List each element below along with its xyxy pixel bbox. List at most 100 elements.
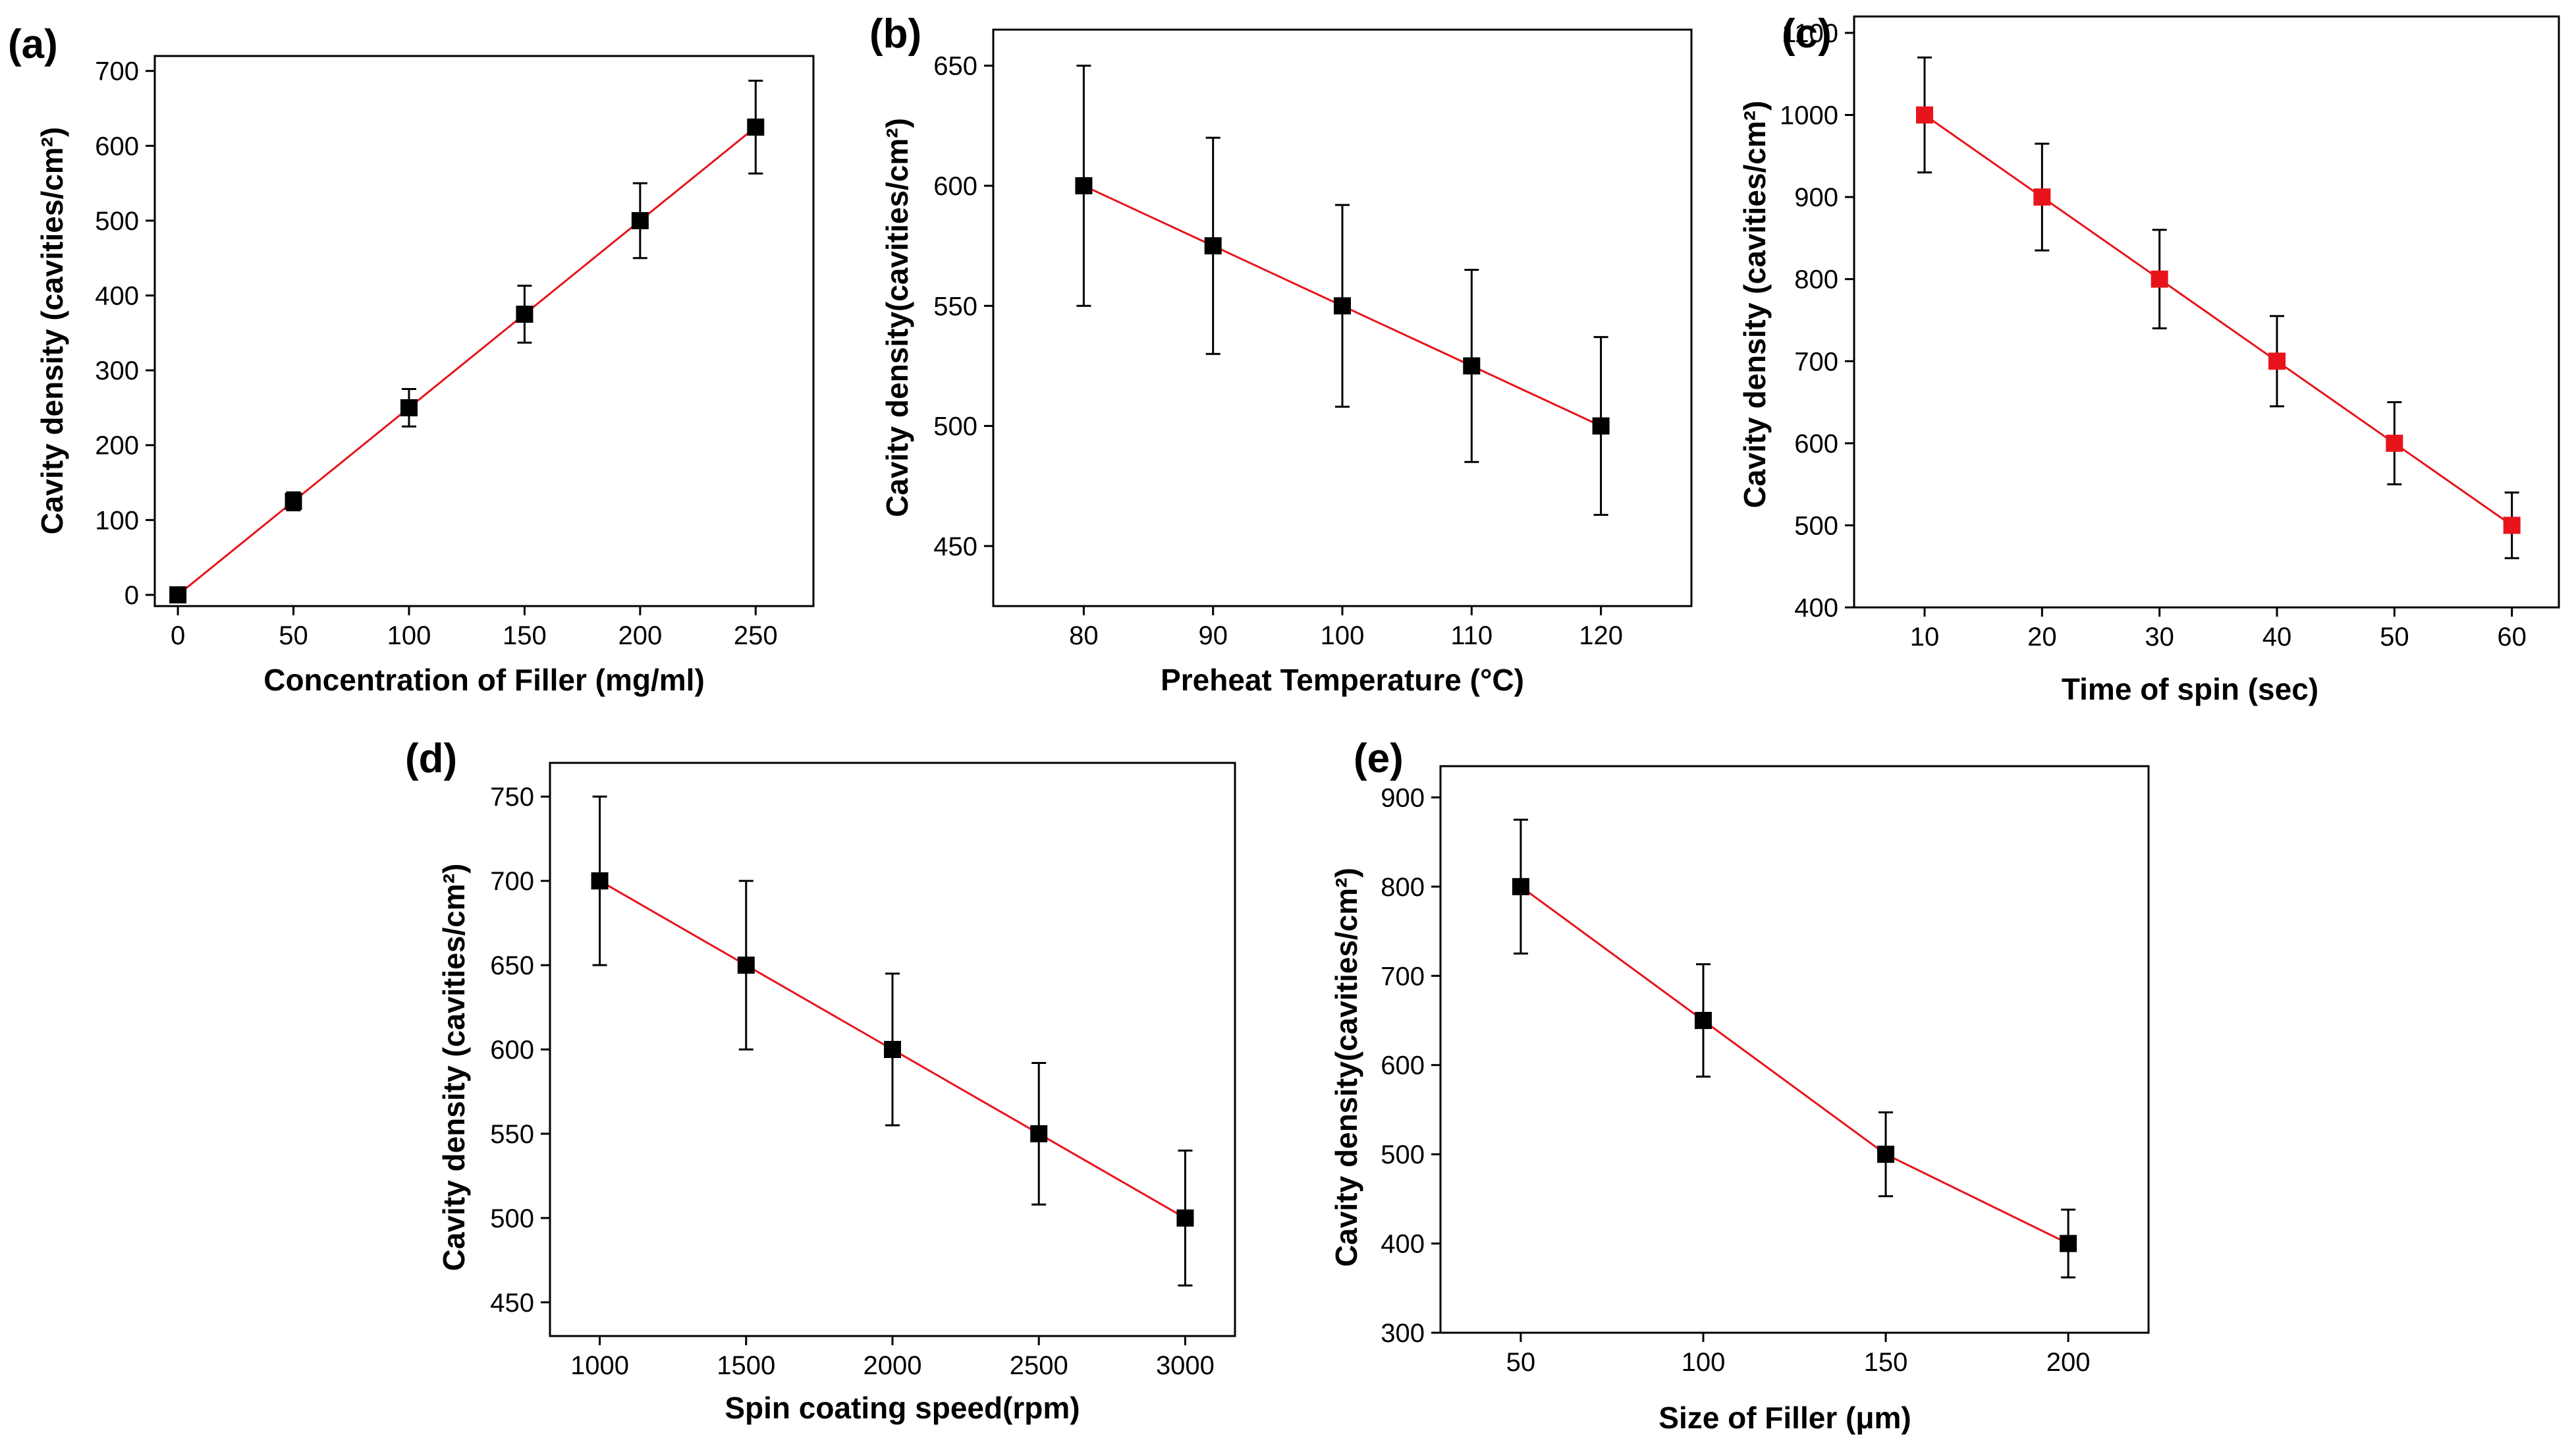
panel-c-ytick-label: 400 <box>1794 594 1838 623</box>
panel-d-xtick-label: 3000 <box>1156 1351 1215 1380</box>
panel-d-data-point <box>737 957 755 974</box>
panel-c-ytick-label: 800 <box>1794 265 1838 294</box>
panel-b-data-point <box>1075 177 1093 194</box>
panel-a-ytick-label: 100 <box>95 506 139 535</box>
panel-b-xlabel: Preheat Temperature (°C) <box>1161 663 1524 697</box>
panel-a-xlabel: Concentration of Filler (mg/ml) <box>263 663 705 697</box>
panel-c: (c) Time of spin (sec) Cavity density (c… <box>1738 11 2560 706</box>
panel-d-xtick-label: 1000 <box>570 1351 629 1380</box>
panel-d-data-point <box>1176 1209 1194 1227</box>
panel-e-xtick-label: 200 <box>2046 1348 2091 1377</box>
panel-e-xtick-label: 50 <box>1506 1348 1536 1377</box>
panel-c-series-line <box>1924 114 2513 526</box>
panel-e: (e) Size of Filler (μm) Cavity density(c… <box>1329 736 2150 1435</box>
panel-a-xtick-label: 50 <box>279 621 308 650</box>
panel-e-ytick-label: 700 <box>1381 962 1425 991</box>
panel-a-data-point <box>516 305 534 323</box>
panel-b: (b) Preheat Temperature (°C) Cavity dens… <box>869 11 1693 697</box>
panel-a-data-point <box>400 399 418 416</box>
panel-a-series <box>169 79 765 603</box>
panel-a-label: (a) <box>8 22 58 67</box>
panel-a-ylabel: Cavity density (cavities/cm²) <box>35 127 69 535</box>
panel-b-data-point <box>1463 357 1481 375</box>
panel-b-xtick-label: 120 <box>1579 621 1623 650</box>
panel-a-ytick-label: 600 <box>95 132 139 161</box>
panel-b-ytick-label: 450 <box>933 532 977 561</box>
panel-e-plot-frame <box>1439 765 2150 1334</box>
panel-c-label: (c) <box>1782 11 1832 57</box>
panel-c-xtick-label: 30 <box>2145 623 2174 652</box>
panel-e-ytick-label: 500 <box>1381 1140 1425 1169</box>
panel-e-xtick-label: 150 <box>1864 1348 1908 1377</box>
panel-c-xtick-label: 40 <box>2262 623 2292 652</box>
panel-d: (d) Spin coating speed(rpm) Cavity densi… <box>405 736 1236 1425</box>
panel-a-ytick-label: 300 <box>95 356 139 385</box>
panel-c-data-point <box>2503 516 2521 534</box>
panel-a-data-point <box>169 586 187 603</box>
panel-a-ytick-label: 200 <box>95 432 139 460</box>
panel-c-data-point <box>2033 188 2051 206</box>
panel-b-ytick-label: 500 <box>933 412 977 441</box>
panel-a-xtick-label: 200 <box>618 621 662 650</box>
panel-a-xtick-label: 100 <box>387 621 431 650</box>
panel-d-ytick-label: 600 <box>490 1036 534 1065</box>
panel-a-ytick-label: 700 <box>95 57 139 86</box>
panel-e-ylabel: Cavity density(cavities/cm²) <box>1329 868 1363 1267</box>
panel-d-ytick-label: 450 <box>490 1289 534 1318</box>
panel-a-ytick-label: 500 <box>95 207 139 236</box>
panel-d-ytick-label: 550 <box>490 1120 534 1149</box>
panel-a-ticks: 0 50 100 150 200 250 0 100 200 300 400 500 600 700 <box>95 57 777 650</box>
panel-d-ylabel: Cavity density (cavities/cm²) <box>437 864 471 1271</box>
panel-c-xlabel: Time of spin (sec) <box>2062 672 2318 706</box>
panel-c-ytick-label: 1000 <box>1780 101 1838 130</box>
panel-c-xtick-label: 60 <box>2497 623 2527 652</box>
panel-b-ylabel: Cavity density(cavities/cm²) <box>880 118 914 517</box>
panel-b-data-point <box>1592 417 1610 435</box>
panel-a-data-point <box>631 211 649 229</box>
panel-b-series <box>1075 65 1610 516</box>
panel-d-ticks: 1000 1500 2000 2500 3000 450 500 550 600 650 700 75… <box>490 783 1215 1380</box>
panel-b-ytick-label: 600 <box>933 172 977 201</box>
panel-c-xtick-label: 10 <box>1910 623 1940 652</box>
panel-c-data-point <box>2268 352 2286 370</box>
panel-c-ytick-label: 600 <box>1794 430 1838 459</box>
panel-e-data-point <box>1512 878 1529 895</box>
panel-a-plot-frame <box>153 55 815 607</box>
panel-c-ylabel: Cavity density (cavities/cm²) <box>1738 101 1772 509</box>
panel-b-xtick-label: 100 <box>1321 621 1365 650</box>
panel-d-ytick-label: 750 <box>490 783 534 812</box>
panel-b-ytick-label: 550 <box>933 292 977 321</box>
panel-e-ytick-label: 300 <box>1381 1319 1425 1348</box>
panel-c-xtick-label: 50 <box>2380 623 2409 652</box>
panel-c-data-point <box>2386 434 2403 452</box>
panel-d-data-point <box>591 872 609 890</box>
panel-e-series-line <box>1520 885 2069 1244</box>
panel-b-ytick-label: 650 <box>933 52 977 81</box>
panel-c-plot-frame <box>1853 15 2560 609</box>
panel-c-ytick-label: 1100 <box>1782 19 1838 48</box>
panel-a-data-point <box>285 492 302 510</box>
panel-e-series <box>1512 818 2077 1279</box>
panel-e-data-point <box>1877 1146 1895 1163</box>
panel-b-data-point <box>1204 237 1222 255</box>
panel-b-label: (b) <box>869 11 921 57</box>
panel-a-data-point <box>747 118 765 136</box>
panel-a-xtick-label: 150 <box>503 621 547 650</box>
panel-c-data-point <box>2151 270 2168 288</box>
panel-a-series-line <box>177 126 757 596</box>
panel-b-ticks: 80 90 100 110 120 450 500 550 600 650 <box>933 52 1623 650</box>
panel-a-xtick-label: 250 <box>734 621 778 650</box>
panel-d-xtick-label: 2000 <box>863 1351 922 1380</box>
panel-c-series <box>1916 56 2521 559</box>
panel-d-label: (d) <box>405 736 457 781</box>
panel-d-xlabel: Spin coating speed(rpm) <box>725 1391 1080 1425</box>
panel-d-data-point <box>884 1041 901 1058</box>
panel-a: (a) Concentration of Filler (mg/ml) Cavi… <box>8 22 815 697</box>
panel-c-ticks: 10 20 30 40 50 60 400 500 600 700 800 900 1000 1100 <box>1780 19 2527 652</box>
panel-c-ytick-label: 700 <box>1794 347 1838 376</box>
panel-a-ytick-label: 0 <box>124 581 139 610</box>
panel-c-ytick-label: 500 <box>1794 511 1838 540</box>
panel-d-data-point <box>1030 1125 1048 1142</box>
panel-e-data-point <box>1694 1011 1712 1029</box>
